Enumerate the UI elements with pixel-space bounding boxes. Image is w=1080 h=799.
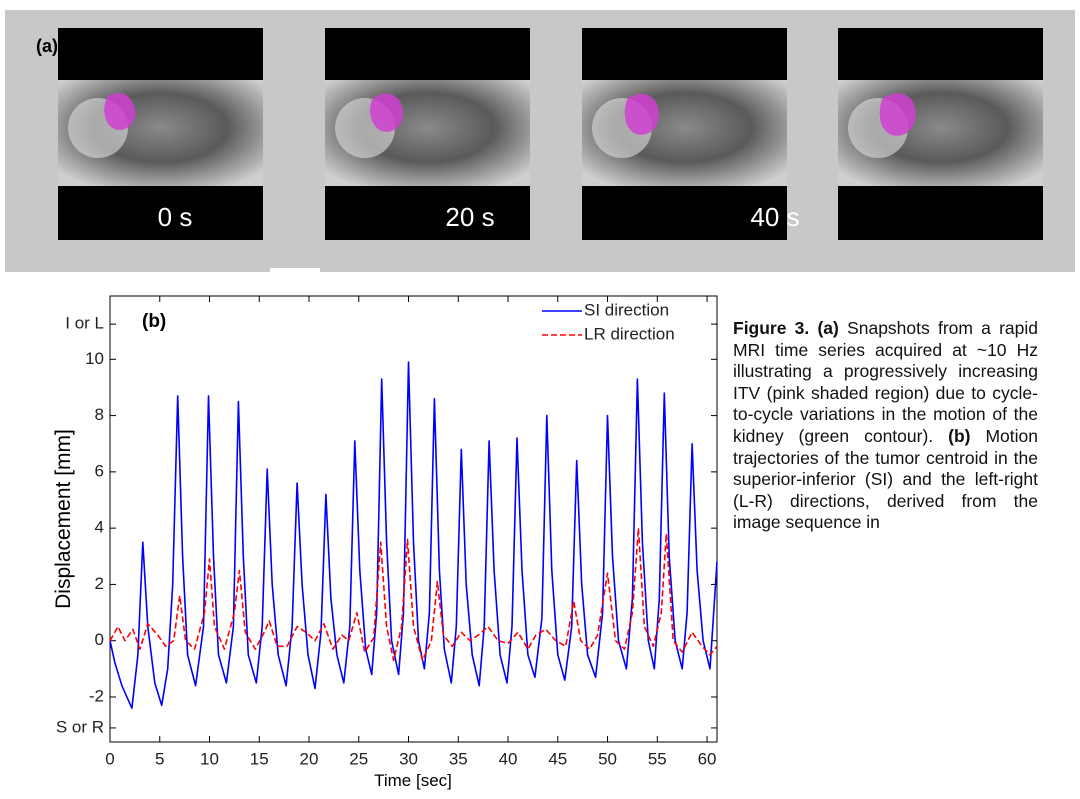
y-tick-label: -2 — [89, 686, 104, 705]
y-tick-label: 2 — [95, 574, 104, 593]
y-tick-label: 10 — [85, 349, 104, 368]
panel-label: (b) — [142, 311, 166, 332]
x-tick-label: 30 — [399, 749, 418, 768]
legend-label: LR direction — [584, 324, 675, 343]
part-label: (b) — [948, 426, 970, 446]
figure-label: Figure 3. — [733, 318, 809, 338]
chart: (b) Time [sec] Displacement [mm] 0 5 10 15 2… — [0, 0, 730, 799]
x-tick-label: 25 — [349, 749, 368, 768]
x-tick-label: 5 — [155, 749, 164, 768]
y-tick-label: 0 — [95, 630, 104, 649]
x-tick-label: 60 — [698, 749, 717, 768]
y-tick-label: S or R — [56, 717, 104, 736]
y-tick-label: 6 — [95, 461, 104, 480]
part-label: (a) — [817, 318, 838, 338]
y-tick-label: 4 — [95, 518, 104, 537]
x-tick-label: 0 — [105, 749, 114, 768]
x-tick-label: 50 — [598, 749, 617, 768]
caption: Figure 3. (a) Snapshots from a rapid MRI… — [733, 318, 1038, 534]
y-axis-label: Displacement [mm] — [52, 429, 75, 609]
x-tick-label: 20 — [300, 749, 319, 768]
legend-label: SI direction — [584, 300, 669, 319]
x-tick-label: 45 — [548, 749, 567, 768]
x-tick-label: 40 — [499, 749, 518, 768]
y-tick-label: I or L — [65, 314, 104, 333]
snapshot — [838, 28, 1043, 240]
y-tick-label: 8 — [95, 405, 104, 424]
x-tick-label: 15 — [250, 749, 269, 768]
time-label: 40 s — [750, 202, 799, 232]
data-line — [110, 362, 717, 708]
x-tick-label: 35 — [449, 749, 468, 768]
x-tick-label: 55 — [648, 749, 667, 768]
page: { "panel_a": {"label": "(a)", "times": [… — [0, 0, 1080, 799]
x-tick-label: 10 — [200, 749, 219, 768]
x-axis-label: Time [sec] — [374, 771, 452, 790]
